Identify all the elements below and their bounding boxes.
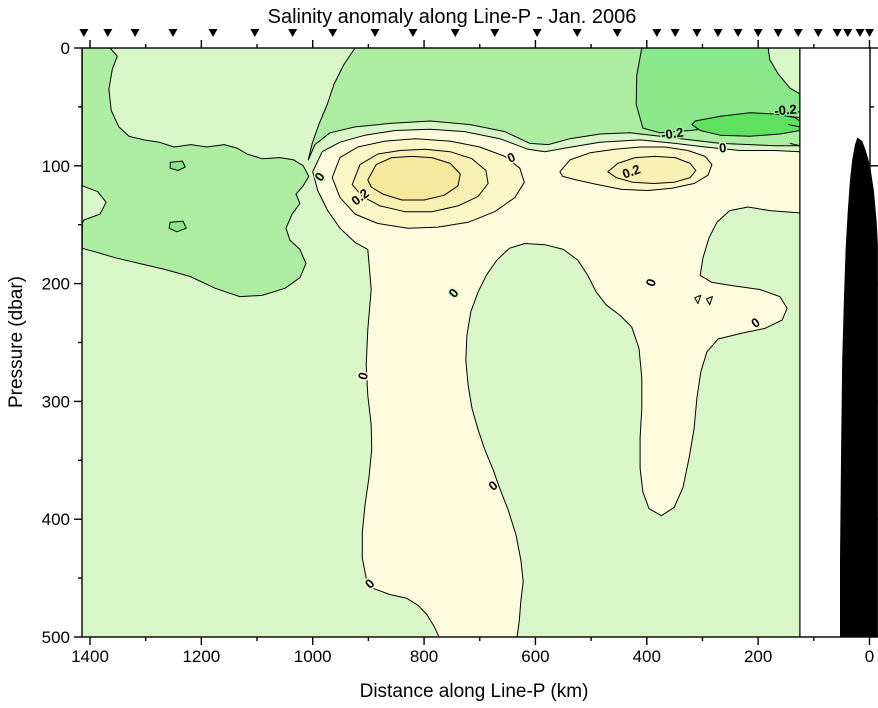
station-marker: [813, 29, 823, 37]
station-marker: [532, 29, 542, 37]
station-marker: [793, 29, 803, 37]
station-marker: [692, 29, 702, 37]
y-tick-label: 500: [42, 628, 70, 647]
y-tick-label: 200: [42, 275, 70, 294]
station-marker: [773, 29, 783, 37]
station-marker: [612, 29, 622, 37]
bathymetry-silhouette: [840, 137, 878, 637]
station-marker: [753, 29, 763, 37]
coast-stripe-0: [788, 115, 800, 118]
station-marker: [250, 29, 260, 37]
station-marker: [370, 29, 380, 37]
x-tick-label: 1400: [71, 647, 109, 666]
x-axis-title: Distance along Line-P (km): [360, 681, 589, 702]
station-marker: [450, 29, 460, 37]
station-marker: [288, 29, 298, 37]
station-marker: [572, 29, 582, 37]
coast-stripe-2: [789, 142, 801, 147]
station-marker: [103, 29, 113, 37]
station-marker: [130, 29, 140, 37]
contour-region-stem-speck-b: [705, 296, 713, 306]
contour-region-right-core-ring-0.2: [607, 155, 697, 184]
x-tick-label: 400: [633, 647, 661, 666]
y-tick-label: 300: [42, 392, 70, 411]
contour-region-stem-speck-a: [694, 294, 702, 305]
contour-label: 0: [718, 140, 727, 156]
station-marker: [713, 29, 723, 37]
station-marker: [855, 29, 865, 37]
contour-fill-regions: [81, 47, 801, 638]
y-axis-title: Pressure (dbar): [6, 276, 27, 408]
station-marker: [408, 29, 418, 37]
contour-label: -0.2: [660, 125, 684, 143]
station-marker: [490, 29, 500, 37]
x-tick-label: 200: [744, 647, 772, 666]
contour-region-left-core-ring-0.3: [367, 155, 461, 201]
station-markers: [79, 29, 874, 37]
station-marker: [843, 29, 853, 37]
station-marker: [652, 29, 662, 37]
axis-tick-labels: 1400 1200 1000 800 600 400 200 0 0 100 200 300 400 50…: [42, 39, 875, 666]
contour-label: -0.2: [774, 102, 798, 119]
x-tick-label: 1200: [182, 647, 220, 666]
y-tick-label: 0: [61, 39, 70, 58]
station-marker: [79, 29, 89, 37]
station-marker: [733, 29, 743, 37]
x-tick-label: 0: [865, 647, 874, 666]
y-tick-label: 100: [42, 157, 70, 176]
station-marker: [670, 29, 680, 37]
x-tick-label: 800: [410, 647, 438, 666]
station-marker: [168, 29, 178, 37]
coast-stripe-1: [788, 124, 801, 128]
station-marker: [208, 29, 218, 37]
y-tick-label: 400: [42, 510, 70, 529]
x-tick-label: 1000: [294, 647, 332, 666]
station-marker: [832, 29, 842, 37]
chart-title: Salinity anomaly along Line-P - Jan. 200…: [268, 6, 637, 28]
contour-region-blob-ring-a: [169, 160, 186, 171]
contour-region-blob-ring-b: [168, 220, 187, 233]
station-marker: [865, 29, 874, 37]
coastal-contour-stripes: [788, 115, 801, 147]
station-marker: [328, 29, 338, 37]
x-tick-label: 600: [521, 647, 549, 666]
